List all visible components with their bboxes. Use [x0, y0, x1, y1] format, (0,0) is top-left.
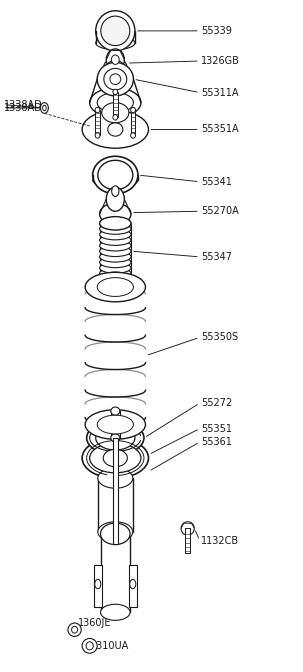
Ellipse shape	[93, 157, 138, 194]
Ellipse shape	[104, 58, 127, 75]
Ellipse shape	[90, 88, 141, 118]
Ellipse shape	[101, 604, 130, 620]
Ellipse shape	[101, 16, 130, 46]
Ellipse shape	[72, 626, 78, 633]
Ellipse shape	[82, 438, 148, 478]
Ellipse shape	[82, 638, 97, 653]
Ellipse shape	[111, 407, 120, 415]
Ellipse shape	[68, 623, 81, 636]
Ellipse shape	[100, 235, 131, 245]
Text: 55361: 55361	[201, 437, 232, 447]
Ellipse shape	[43, 106, 46, 111]
Ellipse shape	[103, 450, 127, 467]
Ellipse shape	[98, 521, 133, 542]
Text: 55351A: 55351A	[201, 124, 238, 134]
Ellipse shape	[85, 410, 145, 439]
Ellipse shape	[106, 187, 124, 211]
Ellipse shape	[97, 278, 133, 296]
Ellipse shape	[108, 123, 123, 136]
Text: 55339: 55339	[201, 26, 232, 36]
Ellipse shape	[113, 89, 118, 95]
Text: 55347: 55347	[201, 252, 232, 262]
Ellipse shape	[101, 523, 130, 544]
Ellipse shape	[110, 74, 121, 85]
Ellipse shape	[96, 426, 135, 450]
Bar	[94, 565, 102, 607]
Ellipse shape	[107, 60, 124, 73]
Ellipse shape	[93, 174, 138, 187]
Ellipse shape	[90, 444, 141, 473]
Ellipse shape	[100, 272, 131, 286]
Text: 1310UA: 1310UA	[91, 641, 129, 651]
Text: 55311A: 55311A	[201, 87, 238, 97]
Bar	[113, 438, 118, 544]
Ellipse shape	[95, 133, 100, 138]
Ellipse shape	[111, 434, 120, 442]
Ellipse shape	[96, 36, 135, 50]
Ellipse shape	[85, 272, 145, 302]
Bar	[98, 478, 133, 532]
Text: 1132CB: 1132CB	[201, 536, 239, 546]
Ellipse shape	[87, 421, 144, 455]
Ellipse shape	[97, 62, 133, 96]
Ellipse shape	[106, 49, 124, 71]
Text: 55272: 55272	[201, 398, 232, 408]
Text: 1360JE: 1360JE	[78, 618, 111, 628]
Bar	[111, 411, 120, 438]
Text: 1338AD: 1338AD	[4, 103, 42, 113]
Ellipse shape	[100, 257, 131, 267]
Ellipse shape	[131, 133, 135, 138]
Bar	[185, 528, 190, 552]
Ellipse shape	[100, 203, 131, 224]
Bar	[95, 110, 100, 136]
Bar	[129, 565, 137, 607]
Ellipse shape	[96, 11, 135, 51]
Ellipse shape	[98, 161, 133, 190]
Ellipse shape	[100, 224, 131, 235]
Ellipse shape	[41, 103, 48, 114]
Ellipse shape	[100, 251, 131, 262]
Ellipse shape	[97, 93, 133, 113]
Ellipse shape	[95, 579, 101, 589]
Ellipse shape	[100, 229, 131, 240]
Ellipse shape	[86, 642, 93, 650]
Ellipse shape	[112, 55, 119, 65]
Ellipse shape	[100, 274, 131, 284]
Ellipse shape	[95, 108, 100, 113]
Bar	[131, 110, 135, 136]
Text: 1338AD: 1338AD	[4, 99, 42, 110]
Ellipse shape	[82, 111, 148, 149]
Ellipse shape	[100, 240, 131, 251]
Text: 55351: 55351	[201, 423, 232, 433]
Text: 55270A: 55270A	[201, 206, 239, 216]
Ellipse shape	[112, 185, 119, 196]
Text: 1326GB: 1326GB	[201, 56, 240, 66]
Ellipse shape	[104, 69, 127, 90]
Ellipse shape	[113, 115, 118, 120]
Ellipse shape	[100, 263, 131, 274]
Text: 55341: 55341	[201, 177, 232, 187]
Ellipse shape	[98, 468, 133, 489]
Text: 55350S: 55350S	[201, 333, 238, 342]
Ellipse shape	[131, 108, 135, 113]
Ellipse shape	[100, 216, 131, 230]
Ellipse shape	[97, 415, 133, 434]
Bar	[101, 534, 130, 612]
Bar	[113, 92, 118, 118]
Ellipse shape	[100, 218, 131, 228]
Ellipse shape	[130, 579, 136, 589]
Ellipse shape	[100, 268, 131, 279]
Ellipse shape	[102, 103, 129, 123]
Ellipse shape	[100, 246, 131, 257]
Ellipse shape	[181, 521, 194, 535]
